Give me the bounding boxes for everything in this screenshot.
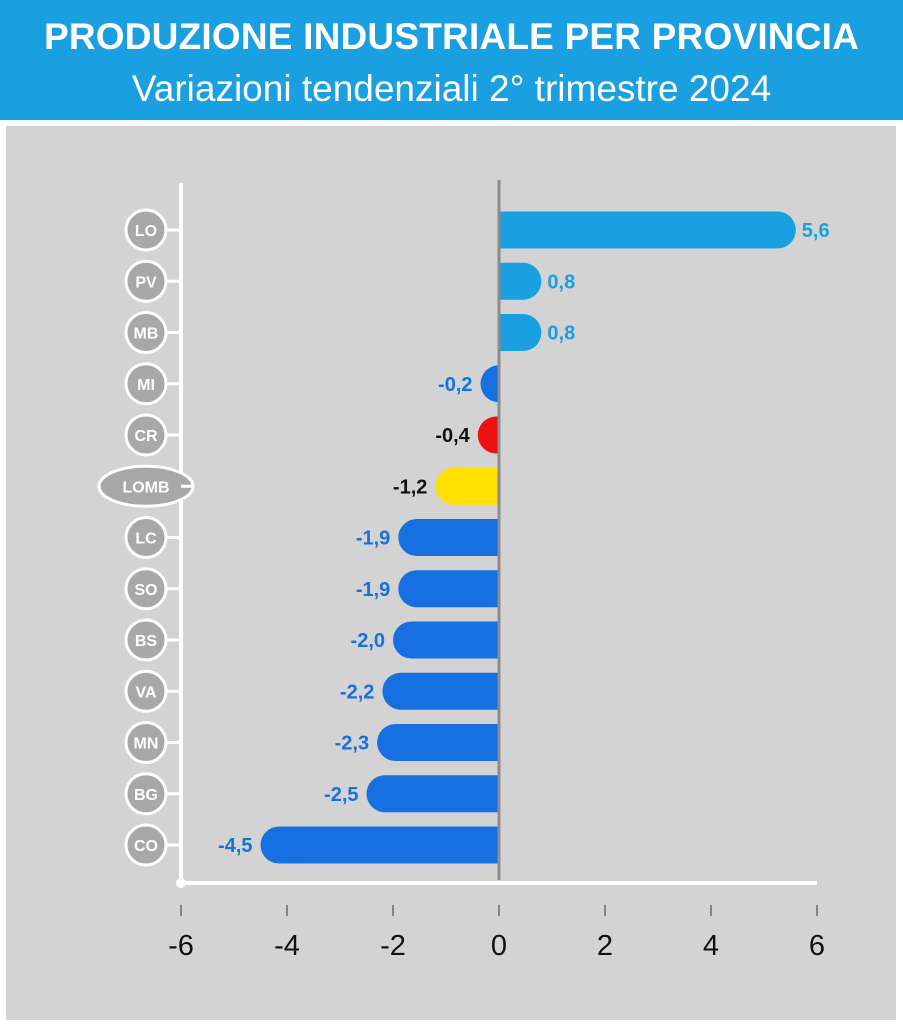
bar-so [398, 570, 499, 608]
category-label: MI [137, 377, 155, 394]
bar-lomb [435, 467, 499, 505]
bar-va [382, 672, 499, 710]
category-label: LO [135, 223, 157, 240]
category-label: CR [134, 428, 158, 445]
data-label: -2,5 [324, 784, 358, 806]
chart-header: PRODUZIONE INDUSTRIALE PER PROVINCIA Var… [0, 0, 903, 120]
data-label: -2,3 [335, 733, 369, 755]
bar-lc [398, 519, 499, 556]
bar-co [260, 826, 499, 864]
x-tick-label: 2 [597, 930, 613, 962]
bar-mi [480, 365, 499, 403]
bar-bs [393, 621, 499, 659]
data-label: 5,6 [802, 220, 830, 242]
data-label: -2,0 [351, 630, 385, 652]
chart-subtitle: Variazioni tendenziali 2° trimestre 2024 [131, 68, 772, 109]
data-label: 0,8 [547, 323, 575, 345]
axis-origin-dot [176, 878, 186, 888]
category-label: VA [135, 684, 156, 701]
data-label: 0,8 [547, 271, 575, 293]
category-label: CO [134, 838, 158, 855]
category-label: SO [134, 582, 157, 599]
x-tick-label: 0 [491, 930, 507, 962]
x-tick-label: -6 [168, 930, 194, 962]
bar-bg [366, 775, 499, 813]
category-label: LOMB [122, 479, 169, 496]
bar-mb [499, 314, 542, 351]
x-tick-label: -2 [380, 930, 406, 962]
data-label: -4,5 [218, 835, 252, 857]
category-label: MB [134, 326, 159, 343]
data-label: -1,9 [356, 528, 390, 550]
category-label: BG [134, 787, 158, 804]
bar-cr [477, 416, 499, 454]
chart-title: PRODUZIONE INDUSTRIALE PER PROVINCIA [43, 16, 860, 57]
x-tick-label: 6 [809, 930, 825, 962]
category-label: PV [135, 274, 157, 291]
category-label: LC [135, 531, 157, 548]
category-label: BS [135, 633, 158, 650]
bar-lo [499, 211, 796, 249]
data-label: -0,4 [435, 425, 470, 447]
bar-mn [377, 724, 499, 761]
x-tick-label: 4 [703, 930, 719, 962]
x-tick-label: -4 [274, 930, 300, 962]
bar-pv [499, 262, 542, 300]
data-label: -1,9 [356, 579, 390, 601]
data-label: -1,2 [393, 476, 427, 498]
category-label: MN [134, 736, 159, 753]
data-label: -2,2 [340, 681, 374, 703]
data-label: -0,2 [438, 374, 472, 396]
